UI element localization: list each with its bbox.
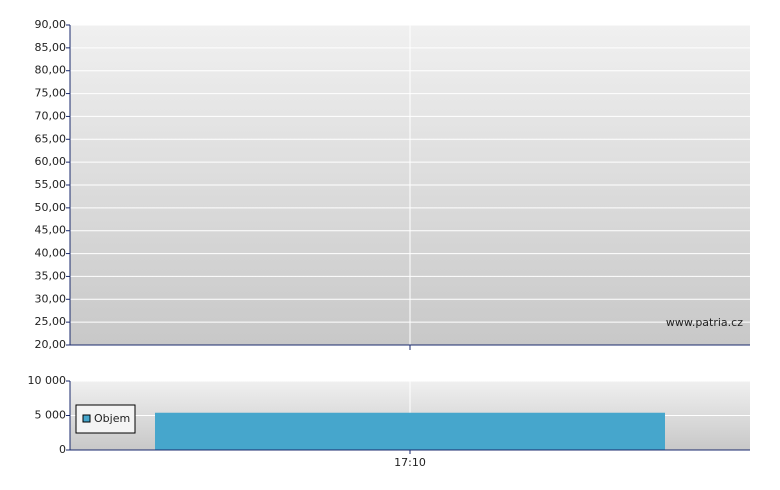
y-tick-label: 35,00 (35, 269, 67, 282)
y-tick-label: 90,00 (35, 18, 67, 31)
annotation: www.patria.cz (666, 316, 743, 329)
x-tick-label: 17:10 (394, 456, 426, 469)
y-tick-label: 75,00 (35, 87, 67, 100)
y-tick-label: 25,00 (35, 315, 67, 328)
legend-swatch (82, 414, 91, 423)
y-tick-label: 55,00 (35, 178, 67, 191)
bar (155, 412, 665, 450)
y-tick-label: 50,00 (35, 201, 67, 214)
legend-label: Objem (94, 412, 130, 425)
y-tick-label: 40,00 (35, 247, 67, 260)
plots: 20,00 25,00 30,00 35,00 40,00 45,00 50,00 55,00… (28, 18, 750, 469)
y-tick-label: 80,00 (35, 64, 67, 77)
y-tick-label: 5 000 (35, 409, 67, 422)
y-tick-label: 60,00 (35, 155, 67, 168)
y-tick-label: 65,00 (35, 132, 67, 145)
y-tick-label: 45,00 (35, 224, 67, 237)
y-tick-label: 70,00 (35, 109, 67, 122)
y-tick-label: 30,00 (35, 292, 67, 305)
y-tick-label: 85,00 (35, 41, 67, 54)
y-tick-label: 0 (59, 443, 66, 456)
y-tick-label: 10 000 (28, 374, 67, 387)
y-tick-label: 20,00 (35, 338, 67, 351)
